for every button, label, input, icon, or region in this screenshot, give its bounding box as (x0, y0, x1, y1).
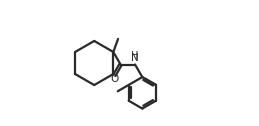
Text: H: H (131, 51, 138, 61)
Text: N: N (131, 53, 138, 63)
Text: O: O (110, 74, 118, 84)
